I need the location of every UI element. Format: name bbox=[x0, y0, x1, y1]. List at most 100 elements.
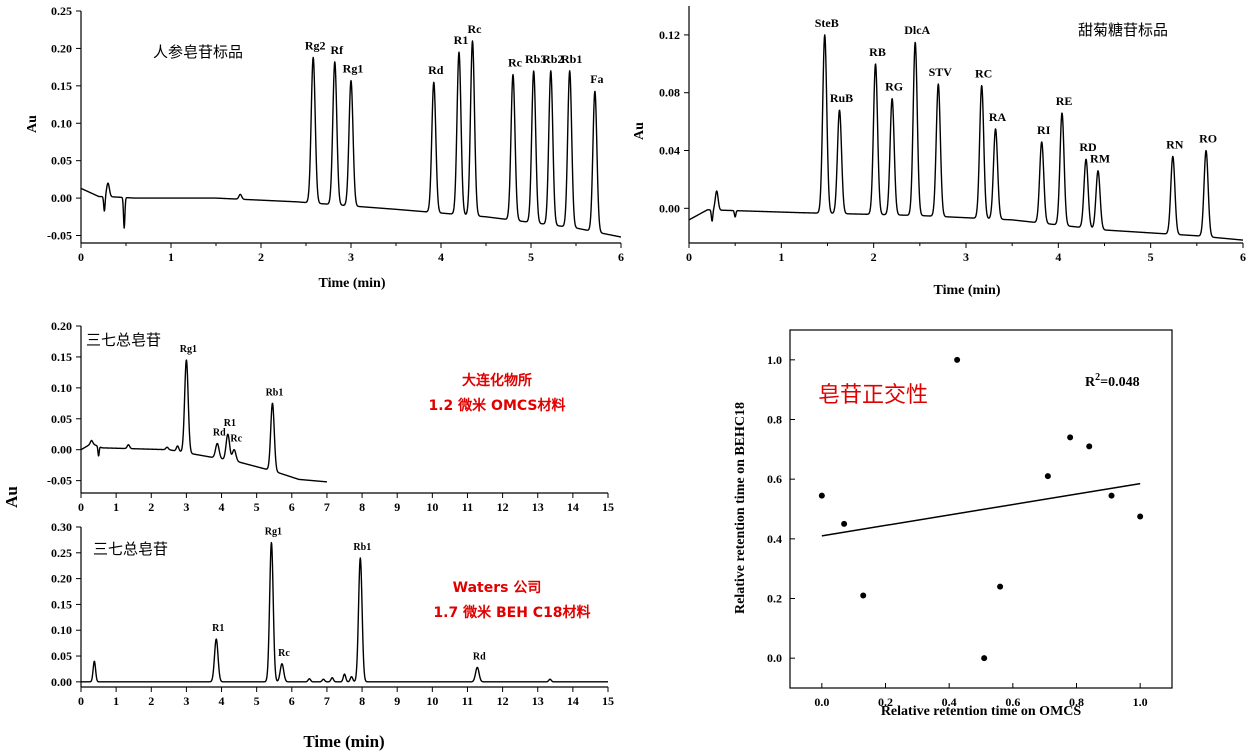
chart2-peak-label: RA bbox=[989, 110, 1007, 124]
chart2-peak-label: RC bbox=[975, 66, 992, 80]
chart3-ytick-label: 0.20 bbox=[51, 319, 72, 333]
chart1-ytick-label: 0.20 bbox=[51, 41, 72, 55]
chart1-xtick-label: 3 bbox=[348, 250, 354, 264]
chart4-peak-label: Rc bbox=[278, 648, 290, 659]
chart2-annotation: 甜菊糖苷标品 bbox=[1078, 21, 1168, 39]
chart1-peak-label: R1 bbox=[454, 33, 469, 47]
chart4-xtick-label: 10 bbox=[426, 694, 438, 708]
chart1-trace bbox=[80, 40, 622, 238]
chart3-xtick-label: 10 bbox=[426, 500, 438, 514]
chart3-ytick-label: 0.00 bbox=[51, 443, 72, 457]
chart5-xtick-label: 0.6 bbox=[1005, 695, 1020, 709]
chart1-peak-label: Rf bbox=[330, 43, 344, 57]
chart-ginsenoside-standards: 人参皂苷标品 Time (min) Au 0 1 2 3 4 5 6 -0.05 0.00 0.0… bbox=[25, 4, 624, 291]
chart2-peak-label: DlcA bbox=[904, 23, 930, 37]
chart3-ytick-label: 0.05 bbox=[51, 412, 72, 426]
chart5-r2: R2=0.048 bbox=[1085, 372, 1140, 390]
chart2-xlabel: Time (min) bbox=[933, 283, 1000, 298]
chart1-peak-label: Rc bbox=[468, 22, 483, 36]
chart3-xtick-label: 12 bbox=[497, 500, 509, 514]
chart5-point bbox=[1044, 473, 1051, 480]
chart4-xtick-label: 3 bbox=[183, 694, 189, 708]
chart3-xtick-label: 5 bbox=[254, 500, 260, 514]
chart2-xtick-label: 3 bbox=[963, 250, 969, 264]
chart5-point bbox=[997, 583, 1004, 590]
chart4-xtick-label: 11 bbox=[462, 694, 473, 708]
chart1-xtick-label: 2 bbox=[258, 250, 264, 264]
chart5-xtick-label: 0.8 bbox=[1069, 695, 1084, 709]
chart2-xtick-label: 6 bbox=[1240, 250, 1246, 264]
chart5-frame bbox=[789, 329, 1173, 689]
chart1-xtick-label: 1 bbox=[168, 250, 174, 264]
chart1-ylabel: Au bbox=[25, 115, 40, 133]
chart2-xtick-label: 1 bbox=[778, 250, 784, 264]
chart5-r2-base: R bbox=[1085, 375, 1096, 390]
chart5-point bbox=[1086, 443, 1093, 450]
chart3-xtick-label: 8 bbox=[359, 500, 365, 514]
chart1-peak-label: Fa bbox=[590, 72, 603, 86]
chart4-xtick-label: 12 bbox=[497, 694, 509, 708]
chart4-trace bbox=[80, 541, 609, 683]
chart2-ytick-label: 0.12 bbox=[659, 28, 680, 42]
chart2-xtick-label: 2 bbox=[871, 250, 877, 264]
chart5-point bbox=[1067, 434, 1074, 441]
chart4-xtick-label: 1 bbox=[113, 694, 119, 708]
chart3-ytick-label: 0.10 bbox=[51, 381, 72, 395]
chart-panax-notoginseng-beh-c18: 三七总皂苷 Waters 公司 1.7 微米 BEH C18材料 Time (m… bbox=[2, 486, 614, 751]
chart1-ytick-label: 0.10 bbox=[51, 116, 72, 130]
chart4-ytick-label: 0.10 bbox=[51, 623, 72, 637]
chart5-xlabel: Relative retention time on OMCS bbox=[881, 704, 1082, 719]
chart4-ytick-label: 0.15 bbox=[51, 597, 72, 611]
shared-ylabel: Au bbox=[2, 486, 21, 508]
chart3-xtick-label: 2 bbox=[148, 500, 154, 514]
chart5-xtick-label: 1.0 bbox=[1133, 695, 1148, 709]
chart4-peak-label: R1 bbox=[212, 623, 224, 634]
chart4-source: Waters 公司 bbox=[453, 580, 542, 596]
chart5-xtick-label: 0.2 bbox=[878, 695, 893, 709]
chart4-ytick-label: 0.20 bbox=[51, 572, 72, 586]
chart3-peak-label: Rg1 bbox=[180, 344, 197, 355]
chart3-ytick-label: 0.15 bbox=[51, 350, 72, 364]
chart2-peak-label: RO bbox=[1199, 132, 1217, 146]
chart5-point bbox=[818, 492, 825, 499]
chart-orthogonality-scatter: 皂苷正交性 R2=0.048 Relative retention time o… bbox=[733, 329, 1173, 719]
chart4-xtick-label: 5 bbox=[254, 694, 260, 708]
chart4-xtick-label: 2 bbox=[148, 694, 154, 708]
chart2-peak-label: RuB bbox=[830, 91, 853, 105]
chart3-xtick-label: 3 bbox=[183, 500, 189, 514]
chart1-ytick-label: 0.00 bbox=[51, 191, 72, 205]
chart5-ytick-label: 0.0 bbox=[767, 651, 782, 665]
chart3-trace bbox=[80, 359, 328, 483]
chart1-xtick-label: 0 bbox=[78, 250, 84, 264]
chart5-ylabel: Relative retention time on BEHC18 bbox=[733, 402, 748, 614]
chart2-ytick-label: 0.08 bbox=[659, 86, 680, 100]
chart4-ytick-label: 0.00 bbox=[51, 675, 72, 689]
chart1-xlabel: Time (min) bbox=[318, 276, 385, 291]
chart4-xlabel: Time (min) bbox=[303, 732, 384, 751]
chart1-peak-label: Rg1 bbox=[343, 62, 364, 76]
chart5-r2-sup: 2 bbox=[1095, 372, 1100, 383]
chart1-ytick-label: 0.05 bbox=[51, 154, 72, 168]
chart4-xtick-label: 7 bbox=[324, 694, 330, 708]
chart4-xtick-label: 15 bbox=[602, 694, 614, 708]
chart4-xtick-label: 8 bbox=[359, 694, 365, 708]
chart2-peak-label: RB bbox=[869, 45, 886, 59]
chart3-xtick-label: 0 bbox=[78, 500, 84, 514]
chart2-xtick-label: 4 bbox=[1055, 250, 1061, 264]
chart2-xtick-label: 0 bbox=[686, 250, 692, 264]
chart3-xtick-label: 11 bbox=[462, 500, 473, 514]
chart3-material: 1.2 微米 OMCS材料 bbox=[429, 397, 566, 414]
chart4-material: 1.7 微米 BEH C18材料 bbox=[433, 604, 590, 621]
chart2-peak-label: RI bbox=[1037, 123, 1051, 137]
chart1-ytick-label: -0.05 bbox=[47, 229, 72, 243]
chart5-xtick-label: 0.0 bbox=[814, 695, 829, 709]
chart5-ytick-label: 0.2 bbox=[767, 592, 782, 606]
chart1-peak-label: Rc bbox=[508, 56, 523, 70]
chart5-point bbox=[1108, 492, 1115, 499]
chart2-peak-label: RM bbox=[1090, 152, 1110, 166]
chart5-title: 皂苷正交性 bbox=[818, 383, 928, 408]
chart3-xtick-label: 6 bbox=[289, 500, 295, 514]
chart1-ytick-label: 0.15 bbox=[51, 79, 72, 93]
chart3-annotation: 三七总皂苷 bbox=[86, 331, 161, 349]
